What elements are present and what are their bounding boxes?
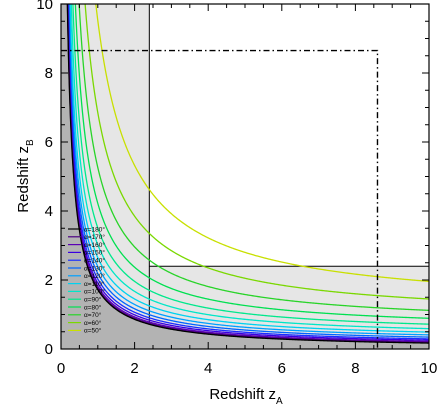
series-line — [66, 4, 429, 343]
x-tick-label: 6 — [278, 360, 286, 377]
x-tick-label: 10 — [421, 360, 438, 377]
y-tick-label: 2 — [45, 272, 53, 289]
series-line — [84, 4, 429, 300]
legend-label: α=50° — [84, 327, 102, 335]
legend-label: α=180° — [84, 225, 105, 233]
legend-label: α=130° — [84, 264, 105, 272]
x-tick-label: 8 — [351, 360, 359, 377]
axes: 0 2 4 6 8 10 0 2 4 6 8 10 — [36, 0, 437, 377]
series-line — [69, 4, 429, 333]
plot-area — [61, 4, 429, 349]
legend-label: α=140° — [84, 257, 105, 265]
x-axis-label: Redshift zA — [209, 386, 283, 407]
series-line — [74, 4, 429, 319]
x-tick-label: 4 — [204, 360, 212, 377]
series-line — [66, 4, 429, 344]
legend-label: α=160° — [84, 241, 105, 249]
legend: α=180°α=170°α=160°α=150°α=140°α=130°α=12… — [68, 225, 105, 335]
legend-label: α=120° — [84, 272, 105, 280]
y-tick-label: 10 — [36, 0, 53, 13]
legend-label: α=100° — [84, 288, 105, 296]
legend-label: α=90° — [84, 296, 102, 304]
y-axis-label: Redshift zB — [15, 139, 36, 213]
legend-label: α=70° — [84, 311, 102, 319]
series-line — [66, 4, 429, 343]
series-line — [70, 4, 429, 330]
series-line — [95, 4, 429, 283]
legend-label: α=60° — [84, 319, 102, 327]
series-line — [68, 4, 429, 336]
excluded-region — [61, 4, 429, 349]
series-line — [68, 4, 429, 338]
series-line — [72, 4, 429, 325]
legend-label: α=80° — [84, 303, 102, 311]
x-tick-label: 0 — [57, 360, 65, 377]
series-line — [67, 4, 429, 341]
legend-label: α=110° — [84, 280, 105, 288]
y-tick-label: 6 — [45, 134, 53, 151]
legend-label: α=150° — [84, 249, 105, 257]
selection-box — [61, 49, 379, 349]
y-tick-label: 4 — [45, 203, 53, 220]
y-tick-label: 8 — [45, 65, 53, 82]
series-line — [78, 4, 429, 312]
legend-label: α=170° — [84, 233, 105, 241]
light-region-horizontal — [149, 266, 429, 344]
light-region-vertical — [67, 4, 150, 325]
series-line — [67, 4, 429, 340]
x-tick-label: 2 — [130, 360, 138, 377]
y-tick-label: 0 — [45, 341, 53, 358]
